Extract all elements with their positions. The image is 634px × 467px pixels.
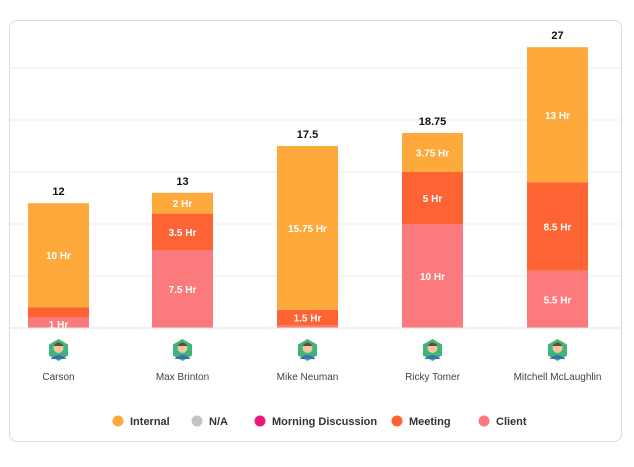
person-name: Ricky Tomer bbox=[405, 372, 460, 383]
bar-segment-client bbox=[527, 270, 588, 328]
segment-label: 10 Hr bbox=[46, 251, 71, 262]
segment-label: 15.75 Hr bbox=[288, 224, 327, 235]
person-name: Carson bbox=[42, 372, 74, 383]
bar-segment-client bbox=[152, 250, 213, 328]
segment-label: 1 Hr bbox=[49, 320, 69, 331]
person-name: Max Brinton bbox=[156, 372, 209, 383]
avatar-icon bbox=[548, 339, 567, 361]
avatar-icon bbox=[49, 339, 68, 361]
legend-label: Meeting bbox=[409, 416, 451, 428]
bar-segment-meeting bbox=[402, 172, 463, 224]
person-name: Mike Neuman bbox=[277, 372, 339, 383]
legend-marker bbox=[191, 415, 203, 427]
bar-total-label: 17.5 bbox=[297, 129, 318, 141]
bar-segment-internal bbox=[152, 192, 213, 214]
segment-label: 2 Hr bbox=[173, 199, 193, 210]
bar-segment-meeting bbox=[527, 182, 588, 271]
bar-segment-client bbox=[28, 317, 89, 328]
segment-label: 3.75 Hr bbox=[416, 149, 449, 160]
bar-segment-meeting bbox=[28, 307, 89, 318]
bar-segment-internal bbox=[28, 203, 89, 308]
segment-label: 1.5 Hr bbox=[294, 314, 322, 325]
segment-label: 8.5 Hr bbox=[544, 223, 572, 234]
bar-segment-meeting bbox=[152, 213, 213, 250]
legend-marker bbox=[391, 415, 403, 427]
segment-label: 5.5 Hr bbox=[544, 295, 572, 306]
bar-segment-client bbox=[402, 224, 463, 328]
segment-label: 7.5 Hr bbox=[169, 285, 197, 296]
bar-segment-client bbox=[277, 325, 338, 328]
bar-total-label: 27 bbox=[551, 30, 563, 42]
segment-label: 3.5 Hr bbox=[169, 228, 197, 239]
segment-label: 10 Hr bbox=[420, 272, 445, 283]
legend-marker bbox=[254, 415, 266, 427]
segment-label: 5 Hr bbox=[423, 194, 443, 205]
legend-label: Client bbox=[496, 416, 527, 428]
bar-segment-internal bbox=[277, 146, 338, 310]
bar-total-label: 18.75 bbox=[419, 116, 447, 128]
avatar-icon bbox=[298, 339, 317, 361]
legend-label: Internal bbox=[130, 416, 170, 428]
bar-segment-meeting bbox=[277, 309, 338, 326]
bar-segment-internal bbox=[402, 133, 463, 172]
bar-total-label: 13 bbox=[176, 176, 188, 188]
avatar-icon bbox=[423, 339, 442, 361]
person-name: Mitchell McLaughlin bbox=[514, 372, 602, 383]
segment-label: 13 Hr bbox=[545, 111, 570, 122]
legend-label: N/A bbox=[209, 416, 228, 428]
legend-marker bbox=[478, 415, 490, 427]
legend-marker bbox=[112, 415, 124, 427]
bar-segment-internal bbox=[527, 47, 588, 183]
bar-total-label: 12 bbox=[52, 186, 64, 198]
avatar-icon bbox=[173, 339, 192, 361]
legend-label: Morning Discussion bbox=[272, 416, 377, 428]
